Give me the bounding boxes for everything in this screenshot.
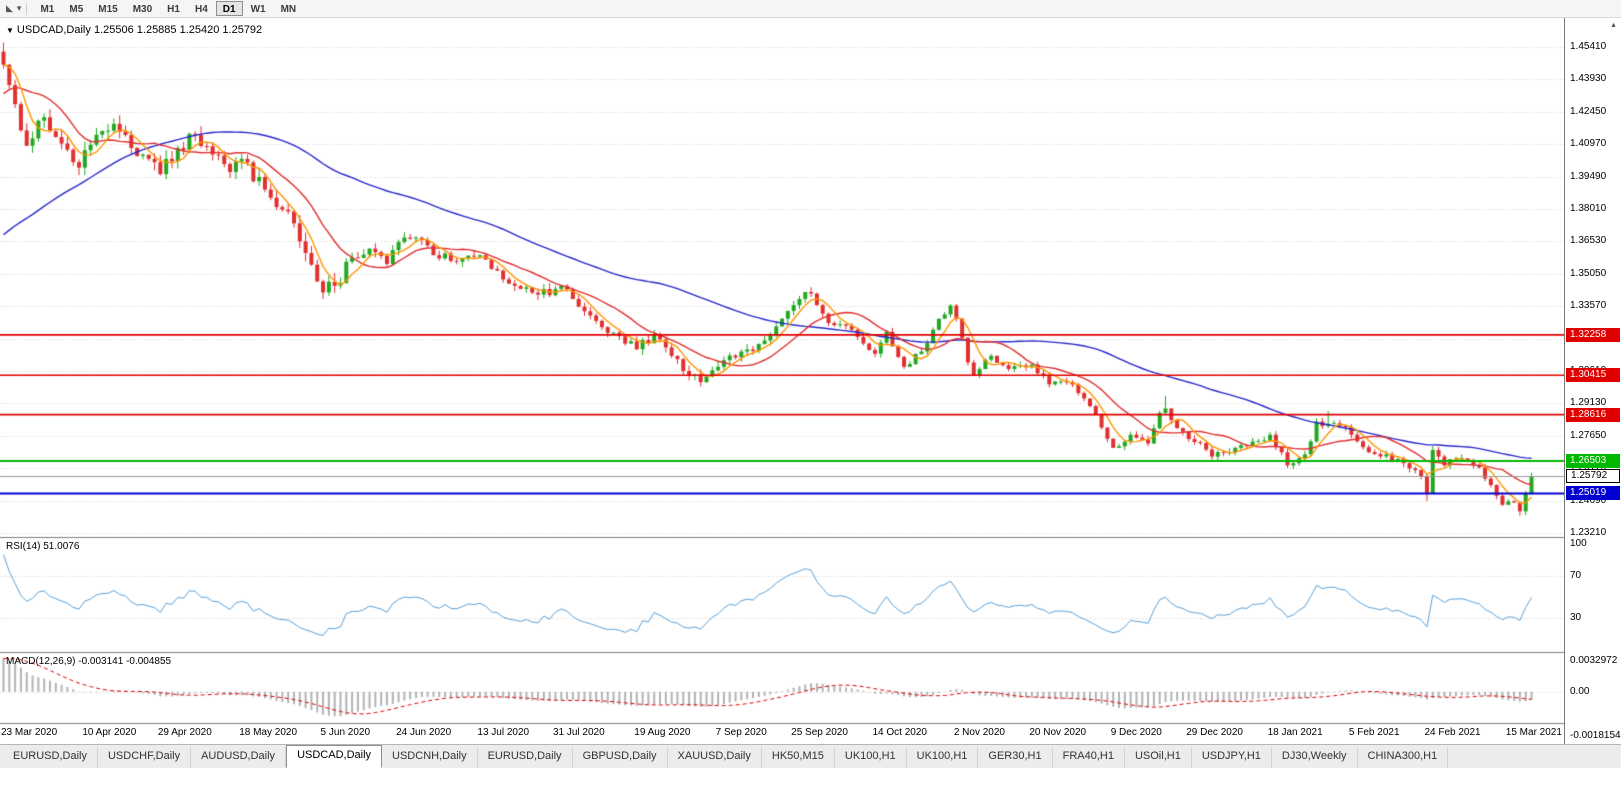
price-chart-canvas[interactable] [0, 18, 1564, 744]
chart-title: ▼ USDCAD,Daily 1.25506 1.25885 1.25420 1.… [6, 24, 262, 36]
macd-name: MACD(12,26,9) [6, 656, 76, 667]
rsi-axis-label: 70 [1570, 569, 1582, 581]
price-axis-label: 1.29130 [1570, 397, 1607, 409]
timeframe-button-m30[interactable]: M30 [132, 4, 153, 15]
price-axis-label: 1.23210 [1570, 527, 1607, 538]
time-axis-label: 20 Nov 2020 [1029, 727, 1087, 738]
time-axis-label: 15 Mar 2021 [1505, 727, 1562, 738]
resistance-level-price-label: 1.28616 [1566, 407, 1620, 422]
chart-symbol-marker-icon: ▼ [6, 26, 14, 35]
chart-tab-usoil-h1[interactable]: USOil,H1 [1125, 747, 1192, 768]
time-axis-label: 24 Feb 2021 [1424, 727, 1481, 738]
time-axis-label: 2 Nov 2020 [953, 727, 1005, 738]
chart-tab-china300-h1[interactable]: CHINA300,H1 [1358, 747, 1449, 768]
time-axis-label: 29 Dec 2020 [1186, 727, 1243, 738]
price-axis-label: 1.43930 [1570, 73, 1607, 85]
chart-tab-ger30-h1[interactable]: GER30,H1 [978, 747, 1053, 768]
macd-current-values: -0.003141 -0.004855 [78, 656, 172, 667]
chart-tab-uk100-h1[interactable]: UK100,H1 [835, 747, 907, 768]
scroll-up-icon[interactable]: ▴ [1611, 20, 1616, 29]
rsi-current-value: 51.0076 [43, 541, 80, 552]
chart-tab-fra40-h1[interactable]: FRA40,H1 [1053, 747, 1125, 768]
chart-tab-usdjpy-h1[interactable]: USDJPY,H1 [1192, 747, 1272, 768]
chart-tab-eurusd-daily[interactable]: EURUSD,Daily [478, 747, 573, 768]
time-axis-label: 5 Jun 2020 [320, 727, 371, 738]
chart-tab-xauusd-daily[interactable]: XAUUSD,Daily [668, 747, 762, 768]
timeframe-button-m15[interactable]: M15 [98, 4, 118, 15]
price-axis[interactable]: ▴ 1.45410 1.43930 1.42450 1.40970 1.39490 1.3… [1564, 18, 1621, 744]
chart-window: ▼ USDCAD,Daily 1.25506 1.25885 1.25420 1.… [0, 18, 1621, 744]
timeframe-row: M1 M5 M15 M30 H1 H4 D1 W1 MN [33, 1, 304, 16]
time-axis-label: 10 Apr 2020 [82, 727, 137, 738]
timeframe-button-m1[interactable]: M1 [40, 4, 55, 15]
chart-tab-usdchf-daily[interactable]: USDCHF,Daily [98, 747, 192, 768]
time-axis-label: 9 Dec 2020 [1110, 727, 1162, 738]
rsi-axis-label: 100 [1570, 538, 1587, 549]
price-axis-label: 1.38010 [1570, 203, 1607, 214]
timeframe-button-m5[interactable]: M5 [69, 4, 84, 15]
time-axis-label: 31 Jul 2020 [552, 727, 605, 738]
chart-tab-usdcnh-daily[interactable]: USDCNH,Daily [382, 747, 478, 768]
resistance-level-price-label: 1.30415 [1566, 368, 1620, 383]
chart-tab-gbpusd-daily[interactable]: GBPUSD,Daily [573, 747, 668, 768]
toolbar: ◣ ▾ M1 M5 M15 M30 H1 H4 D1 W1 MN [0, 0, 1621, 18]
price-axis-label: 1.27650 [1570, 429, 1607, 441]
timeframe-button-d1[interactable]: D1 [215, 1, 243, 16]
chart-title-ohlc: 1.25506 1.25885 1.25420 1.25792 [93, 24, 263, 36]
price-axis-label: 1.35050 [1570, 267, 1607, 279]
time-axis-label: 18 May 2020 [239, 727, 298, 738]
time-axis-label: 25 Sep 2020 [791, 727, 848, 738]
macd-axis-label: -0.0018154 [1570, 730, 1621, 741]
chart-tab-bar: EURUSD,Daily USDCHF,Daily AUDUSD,Daily USDC… [0, 744, 1621, 768]
chart-title-symbol: USDCAD,Daily [16, 24, 91, 36]
toolbar-separator [26, 2, 28, 15]
rsi-name: RSI(14) [6, 541, 41, 552]
time-axis-label: 18 Jan 2021 [1267, 727, 1323, 738]
price-axis-label: 1.33570 [1570, 300, 1607, 312]
timeframe-button-w1[interactable]: W1 [250, 4, 266, 15]
price-axis-label: 1.45410 [1570, 41, 1607, 52]
price-axis-label: 1.40970 [1570, 138, 1607, 150]
timeframe-button-h1[interactable]: H1 [167, 4, 180, 15]
price-axis-label: 1.39490 [1570, 170, 1607, 182]
time-axis-label: 13 Jul 2020 [477, 727, 530, 738]
time-axis-label: 14 Oct 2020 [872, 727, 927, 738]
price-axis-label: 1.36530 [1570, 235, 1607, 247]
resistance-level-price-label: 1.32258 [1566, 327, 1620, 342]
chart-tab-hk50-m15[interactable]: HK50,M15 [762, 747, 835, 768]
chart-tab-eurusd-daily[interactable]: EURUSD,Daily [3, 747, 98, 768]
current-price-label: 1.25792 [1566, 469, 1620, 484]
time-axis-label: 19 Aug 2020 [634, 727, 691, 738]
price-axis-label: 1.42450 [1570, 105, 1607, 117]
time-axis-label: 5 Feb 2021 [1348, 727, 1400, 738]
time-axis-label: 24 Jun 2020 [396, 727, 452, 738]
chart-tab-dj30-weekly[interactable]: DJ30,Weekly [1272, 747, 1358, 768]
support-level-price-label: 1.25019 [1566, 486, 1620, 501]
macd-indicator-label: MACD(12,26,9) -0.003141 -0.004855 [6, 656, 171, 667]
time-axis-label: 23 Mar 2020 [1, 727, 58, 738]
macd-axis-label: 0.00 [1570, 685, 1590, 697]
time-axis-label: 7 Sep 2020 [715, 727, 767, 738]
rsi-indicator-label: RSI(14) 51.0076 [6, 541, 79, 552]
timeframe-button-mn[interactable]: MN [280, 4, 297, 15]
macd-axis-label: 0.0032972 [1570, 655, 1618, 666]
support-level-price-label: 1.26503 [1566, 453, 1620, 468]
chart-tab-audusd-daily[interactable]: AUDUSD,Daily [191, 747, 287, 768]
rsi-axis-label: 30 [1570, 612, 1582, 624]
chart-type-dropdown-icon[interactable]: ▾ [16, 3, 22, 13]
chart-type-icon[interactable]: ◣ [6, 3, 13, 13]
timeframe-button-h4[interactable]: H4 [194, 4, 208, 15]
chart-tab-uk100-h1[interactable]: UK100,H1 [907, 747, 979, 768]
chart-tab-usdcad-daily[interactable]: USDCAD,Daily [286, 745, 383, 768]
time-axis-label: 29 Apr 2020 [157, 727, 212, 738]
